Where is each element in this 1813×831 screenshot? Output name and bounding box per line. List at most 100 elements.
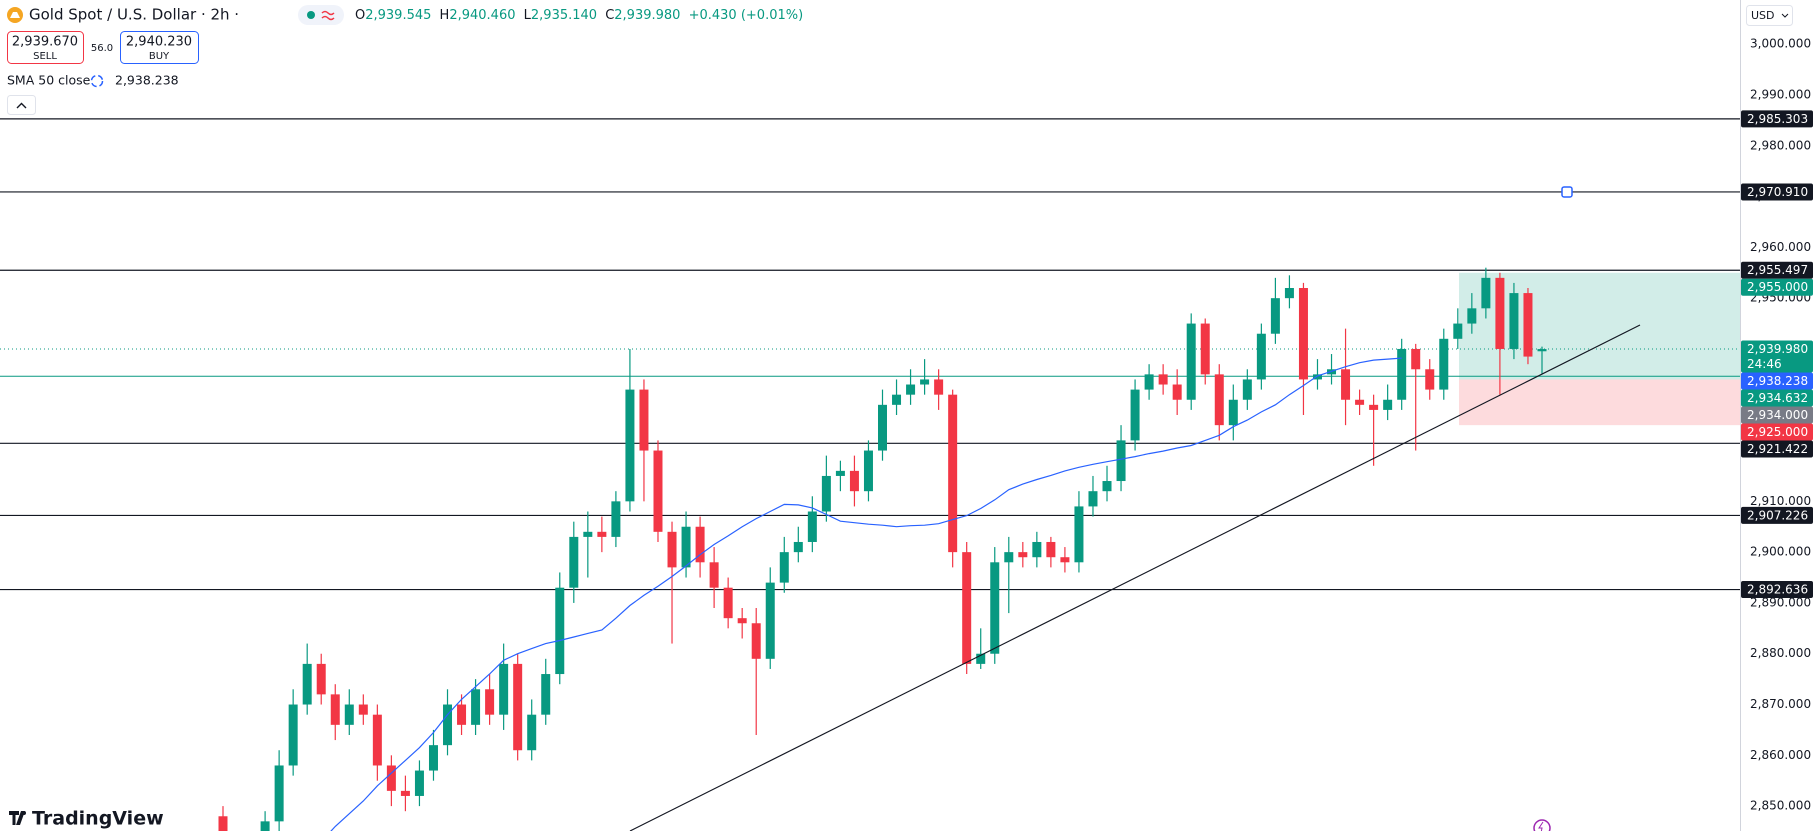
candle-body [1242,379,1252,400]
price-tag [1741,389,1813,407]
candle-body [260,821,270,831]
candle-body [583,531,593,537]
candle-body [765,582,775,659]
ohlc-change: +0.430 (+0.01%) [689,8,804,23]
price-tag [1741,506,1813,524]
candle-body [863,450,873,492]
y-tick-label: 2,960.000 [1750,240,1811,254]
collapse-button[interactable] [7,95,36,115]
candle-body [414,770,424,796]
price-tag-label: 2,939.980 [1747,342,1808,356]
candle-body [976,653,986,664]
candle-body [274,765,284,822]
symbol-title[interactable]: Gold Spot / U.S. Dollar · 2h · [29,6,239,24]
candle-body [218,816,228,831]
candle-body [1411,348,1421,370]
candle-body [1074,506,1084,563]
candle-body [1004,552,1014,563]
spread: 56.0 [91,43,113,54]
price-tag [1741,183,1813,201]
candle-body [1228,399,1238,426]
candle-body [1467,308,1477,324]
symbol-icon-glyph [10,12,20,18]
candle-body [1369,404,1379,410]
candle-body [821,475,831,512]
y-tick-label: 2,860.000 [1750,748,1811,762]
buy-label: BUY [149,51,170,62]
candle-body [835,470,845,476]
currency-button[interactable] [1746,5,1793,26]
candle-body [316,663,326,695]
y-tick-label: 2,900.000 [1750,545,1811,559]
candle-body [1270,298,1280,334]
indicator-name[interactable]: SMA 50 close [7,73,91,88]
candle-body [990,562,1000,654]
line-handle[interactable] [1561,186,1573,198]
price-tag-label: 2,970.910 [1747,185,1808,199]
currency-chevron [1781,13,1789,18]
brand-name[interactable]: TradingView [32,808,164,830]
candle-body [1130,389,1140,441]
candle-body [358,704,368,715]
buy-button[interactable] [120,31,199,64]
countdown: 24:46 [1747,357,1782,371]
candle-body [541,674,551,715]
candle-body [892,394,902,405]
candle-body [695,526,705,563]
y-tick-label: 2,980.000 [1750,138,1811,152]
candle-body [428,745,438,771]
status-icon [321,10,335,21]
candle-body [1088,491,1098,507]
alert-icon[interactable] [1533,819,1551,831]
candle-body [849,470,859,492]
sell-button[interactable] [7,31,84,64]
y-tick-label: 2,880.000 [1750,646,1811,660]
loss-zone [1459,379,1740,426]
header-bg [0,0,760,28]
candle-body [372,714,382,766]
price-tag-label: 2,934.000 [1747,408,1808,422]
candle-body [1523,293,1533,357]
candle-body [1256,333,1266,380]
candle-body [499,663,509,715]
candle-body [527,714,537,751]
candle-body [639,389,649,451]
plot-area [0,118,1740,831]
candle-body [920,379,930,385]
candle-body [709,562,719,588]
candle-body [807,511,817,542]
candle-body [1158,374,1168,385]
collapse-icon [16,102,27,109]
price-tag-label: 2,938.238 [1747,374,1808,388]
y-tick-label: 2,870.000 [1750,697,1811,711]
candle-body [751,623,761,659]
brand-logo-dot [22,811,26,815]
ohlc-key: H [440,8,450,23]
brand-logo[interactable] [9,811,25,825]
status-badge[interactable] [298,5,344,25]
candle-body [344,704,354,725]
candle-body [1172,384,1182,400]
status-dot [307,11,315,19]
indicator-icon[interactable] [90,74,104,88]
candle-body [457,704,467,725]
candle-body [1495,277,1505,349]
candle-body [1397,348,1407,400]
price-tag-label: 2,985.303 [1747,112,1808,126]
y-tick-label: 2,890.000 [1750,595,1811,609]
candle-body [1284,288,1294,299]
candle-body [302,663,312,705]
candle-body [1102,481,1112,492]
trend-line[interactable] [629,324,1641,831]
price-tag-label: 2,955.000 [1747,280,1808,294]
price-tag-label: 2,892.636 [1747,583,1808,597]
indicator-value: 2,938.238 [115,73,179,88]
candle-body [513,663,523,751]
candle-body [1298,288,1308,380]
ohlc-key: L [524,8,532,23]
candle-body [1537,349,1547,352]
candle-body [330,694,340,725]
candle-body [779,552,789,583]
